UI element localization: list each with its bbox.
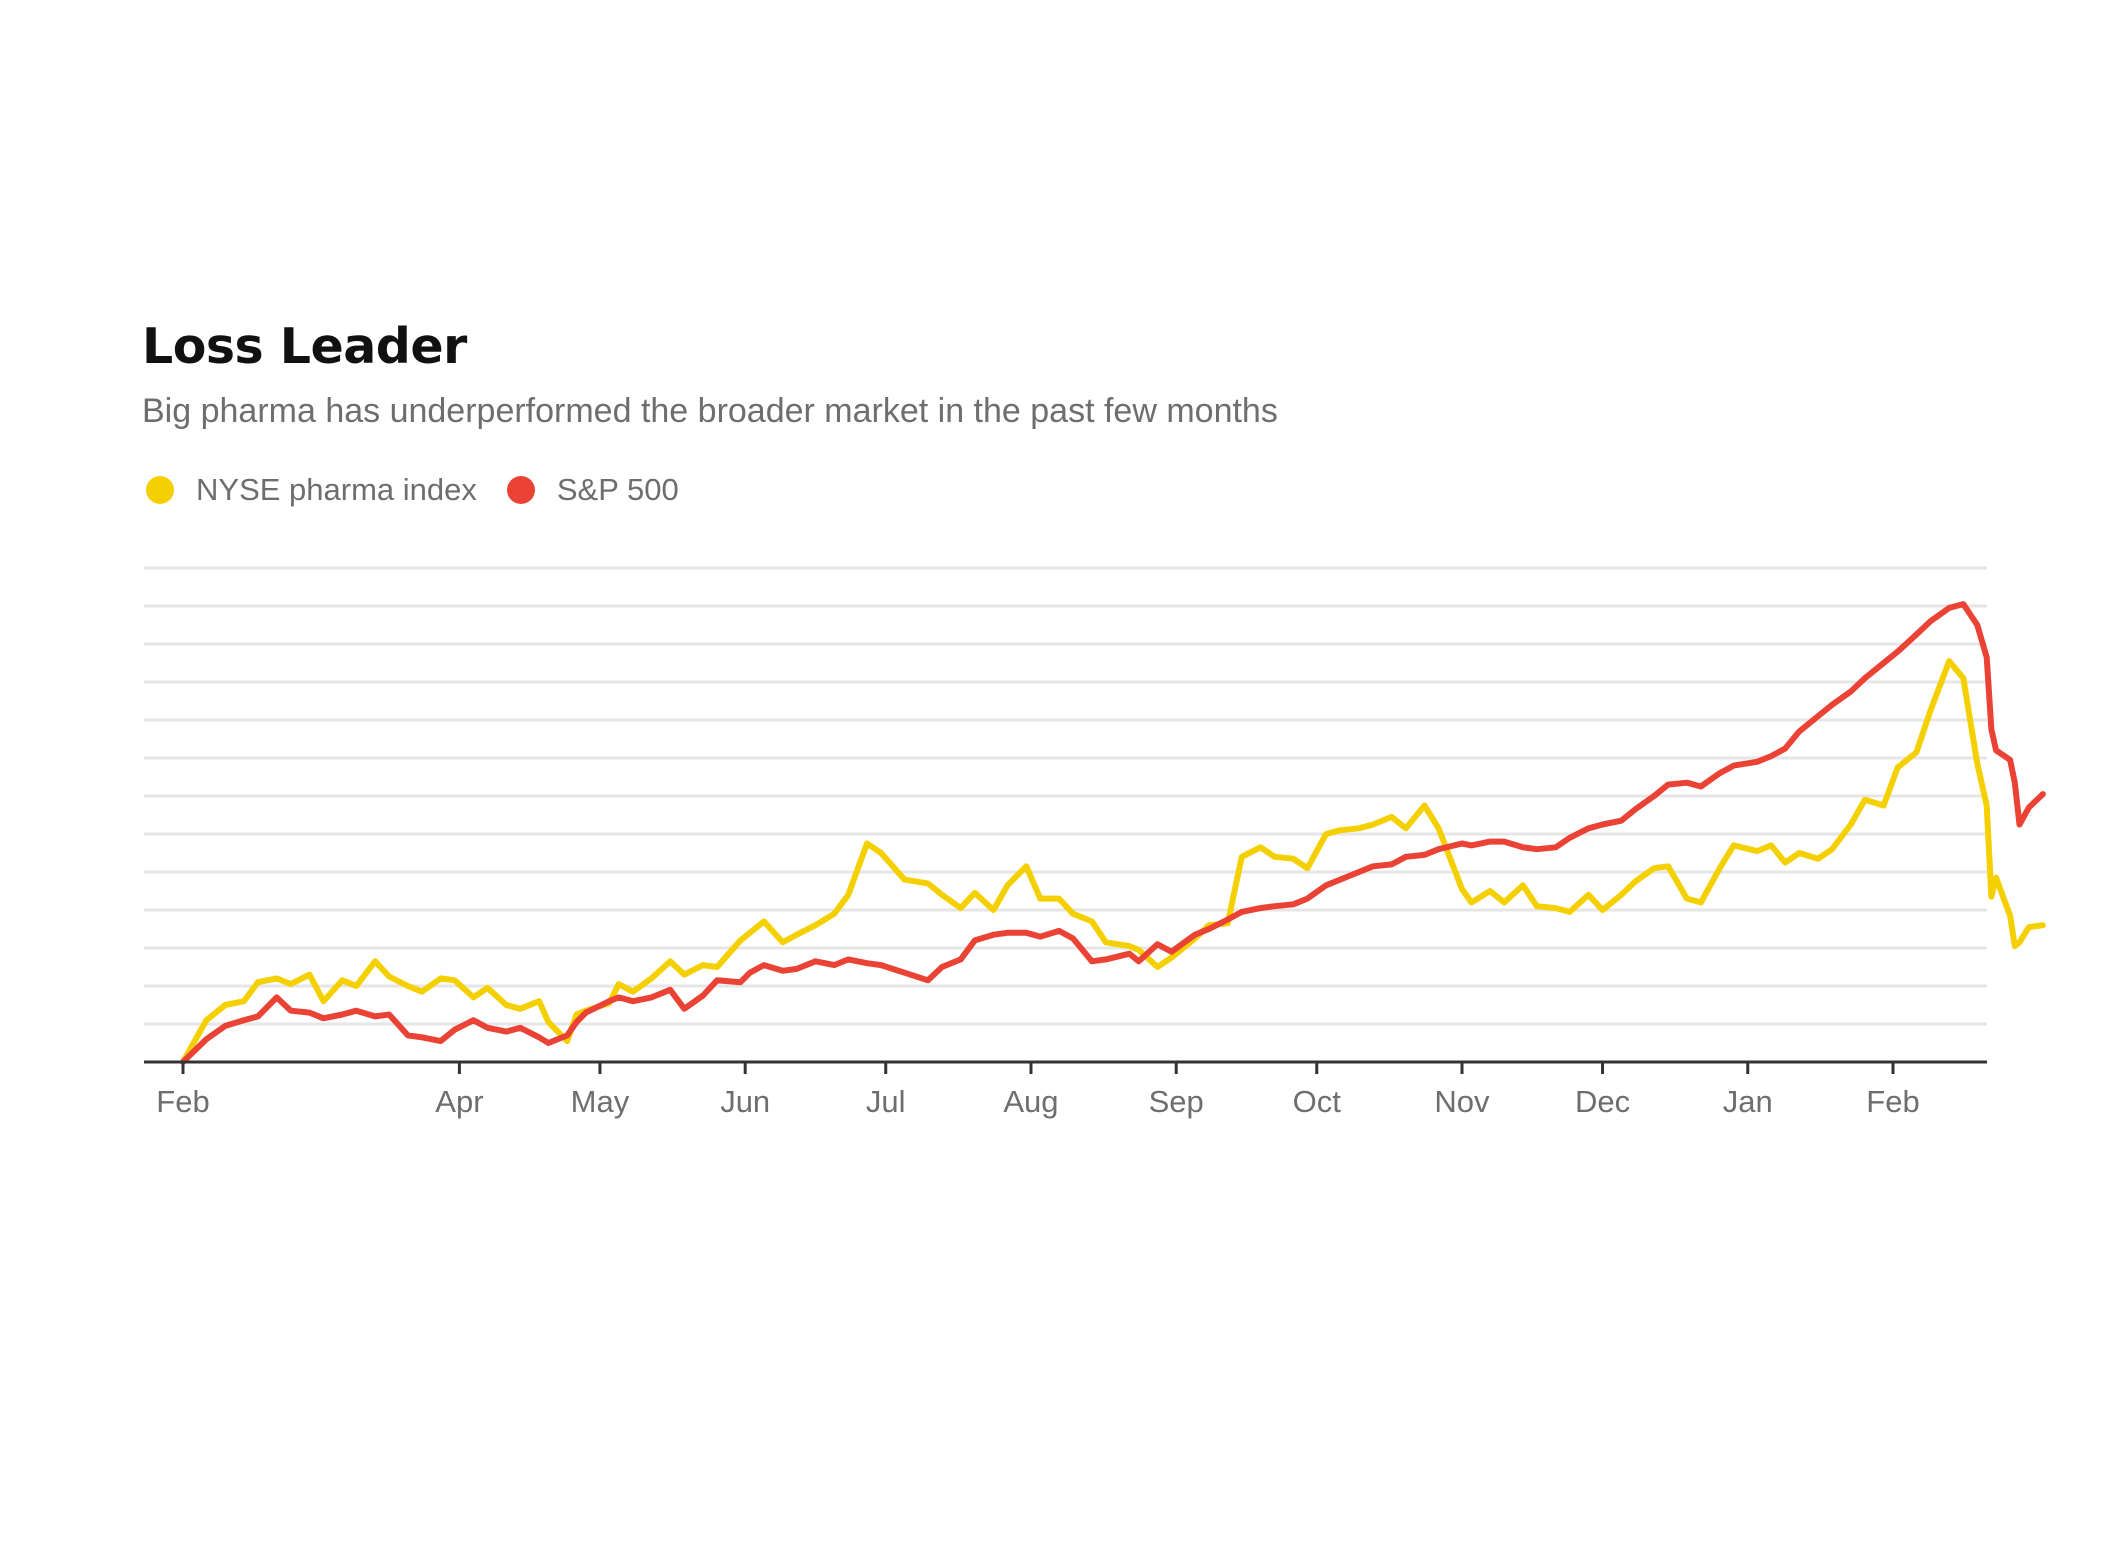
x-tick-label: Oct — [1293, 1084, 1342, 1119]
x-tick-label: Apr — [435, 1084, 483, 1119]
x-tick-label: Feb — [156, 1084, 209, 1119]
x-tick-label: Jan — [1723, 1084, 1773, 1119]
chart-subtitle: Big pharma has underperformed the broade… — [142, 392, 1278, 430]
x-tick-label: Jun — [720, 1084, 770, 1119]
series-line-nyse-pharma — [180, 658, 2046, 1065]
x-tick-label: Sep — [1149, 1084, 1204, 1119]
series-line-sp500 — [180, 601, 2046, 1065]
x-tick-label: Nov — [1434, 1084, 1490, 1119]
legend-item-sp500: S&P 500 — [506, 472, 679, 508]
chart-legend: NYSE pharma index S&P 500 — [146, 470, 709, 510]
legend-label: NYSE pharma index — [196, 472, 477, 507]
chart-title: Loss Leader — [142, 318, 467, 375]
legend-dot-icon — [506, 476, 535, 504]
x-tick-label: May — [571, 1084, 630, 1119]
x-tick-label: Aug — [1003, 1084, 1058, 1119]
x-axis-ticks: Feb Apr May Jun Jul Aug Sep Oct Nov Dec Jan Feb — [156, 1062, 1920, 1119]
legend-item-nyse-pharma: NYSE pharma index — [146, 472, 477, 508]
series-lines — [180, 601, 2046, 1065]
legend-label: S&P 500 — [556, 472, 679, 507]
gridlines — [144, 566, 1987, 1026]
x-tick-label: Jul — [866, 1084, 906, 1119]
x-tick-label: Feb — [1866, 1084, 1919, 1119]
legend-dot-icon — [146, 476, 174, 504]
x-tick-label: Dec — [1575, 1084, 1630, 1119]
